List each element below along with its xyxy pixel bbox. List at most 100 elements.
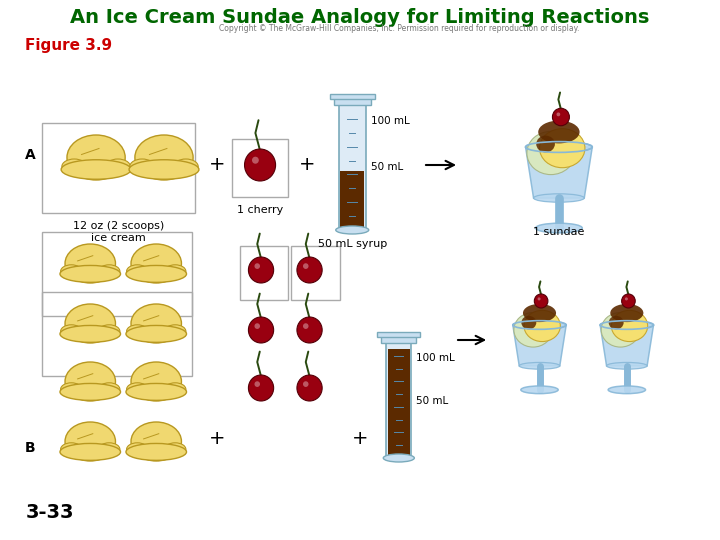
Ellipse shape	[65, 422, 115, 461]
Circle shape	[303, 323, 309, 329]
Ellipse shape	[536, 223, 582, 233]
Circle shape	[248, 375, 274, 401]
Circle shape	[245, 149, 276, 181]
Ellipse shape	[600, 321, 654, 329]
Ellipse shape	[131, 422, 181, 461]
Ellipse shape	[131, 244, 181, 283]
Circle shape	[252, 157, 258, 164]
Ellipse shape	[129, 160, 199, 179]
Ellipse shape	[99, 325, 120, 338]
Text: 50 mL syrup: 50 mL syrup	[318, 239, 387, 249]
Bar	[386, 343, 411, 458]
Ellipse shape	[514, 313, 552, 347]
Ellipse shape	[65, 362, 115, 401]
Ellipse shape	[521, 316, 536, 329]
Ellipse shape	[131, 362, 181, 401]
Circle shape	[303, 263, 309, 269]
Circle shape	[248, 317, 274, 343]
Circle shape	[625, 298, 628, 300]
Ellipse shape	[611, 304, 644, 322]
Ellipse shape	[519, 362, 559, 369]
Circle shape	[557, 112, 560, 116]
Ellipse shape	[60, 265, 82, 278]
Text: Figure 3.9: Figure 3.9	[25, 38, 112, 53]
Ellipse shape	[106, 159, 130, 174]
Bar	[42, 123, 195, 213]
Ellipse shape	[521, 386, 558, 394]
Circle shape	[538, 298, 541, 300]
Ellipse shape	[60, 383, 120, 400]
Polygon shape	[600, 325, 654, 366]
Ellipse shape	[611, 310, 648, 342]
Text: 50 mL: 50 mL	[416, 395, 449, 406]
Ellipse shape	[164, 325, 186, 338]
Ellipse shape	[60, 326, 120, 342]
Text: 1 cherry: 1 cherry	[237, 205, 283, 215]
Ellipse shape	[539, 120, 580, 144]
Ellipse shape	[524, 310, 560, 342]
Bar	[330, 94, 374, 99]
Circle shape	[297, 317, 322, 343]
Circle shape	[621, 294, 635, 308]
Circle shape	[254, 263, 260, 269]
Text: A: A	[25, 148, 36, 162]
Bar	[240, 246, 288, 300]
Ellipse shape	[135, 135, 193, 180]
Text: 100 mL: 100 mL	[371, 116, 410, 126]
Text: +: +	[298, 156, 315, 174]
Ellipse shape	[164, 443, 186, 456]
Ellipse shape	[539, 129, 585, 168]
Bar	[338, 105, 366, 230]
Text: 3-33: 3-33	[25, 503, 73, 522]
Ellipse shape	[534, 194, 584, 202]
Circle shape	[552, 108, 570, 126]
Bar	[232, 139, 288, 197]
Polygon shape	[526, 147, 593, 198]
Ellipse shape	[67, 135, 125, 180]
Circle shape	[297, 375, 322, 401]
Text: 100 mL: 100 mL	[416, 353, 455, 363]
Ellipse shape	[61, 160, 131, 179]
Bar	[334, 98, 371, 105]
Bar	[382, 336, 416, 343]
Ellipse shape	[127, 443, 148, 456]
Ellipse shape	[336, 226, 369, 234]
Bar	[377, 332, 420, 337]
Ellipse shape	[126, 266, 186, 282]
Ellipse shape	[127, 265, 148, 278]
Bar	[387, 349, 410, 456]
Circle shape	[303, 381, 309, 387]
Ellipse shape	[99, 443, 120, 456]
Ellipse shape	[99, 383, 120, 396]
Ellipse shape	[65, 244, 115, 283]
Ellipse shape	[65, 304, 115, 343]
Bar	[42, 232, 192, 316]
Ellipse shape	[164, 265, 186, 278]
Ellipse shape	[126, 383, 186, 400]
Circle shape	[254, 381, 260, 387]
Ellipse shape	[536, 136, 555, 152]
Bar	[386, 343, 411, 458]
Ellipse shape	[513, 321, 566, 329]
Text: +: +	[209, 156, 225, 174]
Ellipse shape	[526, 141, 593, 152]
Ellipse shape	[174, 159, 198, 174]
Ellipse shape	[601, 313, 639, 347]
Text: 1 sundae: 1 sundae	[534, 227, 585, 237]
Circle shape	[248, 257, 274, 283]
Text: An Ice Cream Sundae Analogy for Limiting Reactions: An Ice Cream Sundae Analogy for Limiting…	[71, 8, 649, 27]
Ellipse shape	[130, 159, 155, 174]
Ellipse shape	[608, 316, 624, 329]
Ellipse shape	[383, 454, 414, 462]
Ellipse shape	[126, 326, 186, 342]
Bar	[340, 171, 364, 228]
Ellipse shape	[164, 383, 186, 396]
Ellipse shape	[62, 159, 86, 174]
Ellipse shape	[60, 266, 120, 282]
Text: 50 mL: 50 mL	[371, 163, 403, 172]
Circle shape	[254, 323, 260, 329]
Bar	[291, 246, 340, 300]
Text: +: +	[352, 429, 368, 448]
Ellipse shape	[60, 325, 82, 338]
Ellipse shape	[99, 265, 120, 278]
